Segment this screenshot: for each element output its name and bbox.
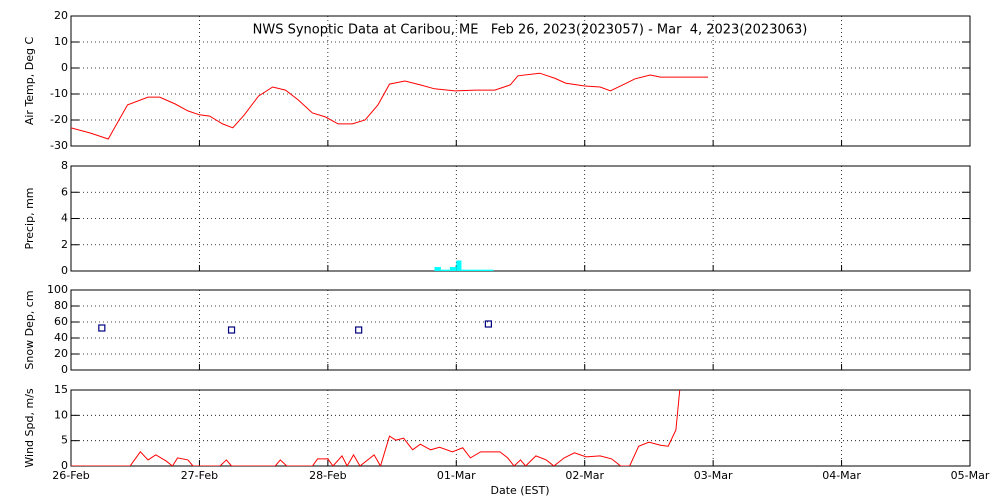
y-tick-label: -20 [50, 113, 68, 126]
y-tick-label: 10 [54, 35, 68, 48]
plot-frame [70, 389, 971, 467]
y-tick-label: 5 [61, 434, 68, 447]
plot-frame [70, 289, 971, 371]
y-tick-label: 8 [61, 159, 68, 172]
plot-frame [70, 15, 971, 147]
point [227, 326, 236, 334]
chart-title: NWS Synoptic Data at Caribou, ME Feb 26,… [253, 23, 808, 38]
y-tick-label: 0 [61, 264, 68, 277]
point [355, 326, 363, 334]
y-tick-label: -10 [50, 87, 68, 100]
y-tick-label: 4 [61, 212, 68, 225]
y-axis-label: Snow Dep, cm [23, 290, 36, 369]
point [484, 320, 492, 328]
bar [434, 267, 441, 271]
data-line [71, 72, 709, 140]
y-tick-label: 20 [54, 347, 68, 360]
plot-frame [70, 165, 971, 272]
y-tick-label: 10 [54, 408, 68, 421]
y-axis-label: Wind Spd, m/s [23, 388, 36, 468]
x-tick-label: 01-Mar [437, 469, 476, 482]
y-tick-label: 0 [61, 363, 68, 376]
bar [440, 269, 450, 271]
data-line [71, 390, 681, 466]
y-axis-label: Precip, mm [23, 188, 36, 250]
y-tick-label: 15 [54, 383, 68, 396]
y-tick-label: 20 [54, 9, 68, 22]
x-tick-label: 04-Mar [822, 469, 861, 482]
y-tick-label: -30 [50, 139, 68, 152]
y-tick-label: 40 [54, 331, 68, 344]
x-tick-label: 02-Mar [565, 469, 604, 482]
x-tick-label: 03-Mar [694, 469, 733, 482]
bar [456, 260, 462, 271]
y-tick-label: 60 [54, 315, 68, 328]
x-tick-label: 27-Feb [181, 469, 218, 482]
y-tick-label: 100 [47, 283, 68, 296]
point [98, 324, 106, 332]
y-tick-label: 0 [61, 459, 68, 472]
y-tick-label: 6 [61, 185, 68, 198]
y-tick-label: 80 [54, 299, 68, 312]
y-tick-label: 0 [61, 61, 68, 74]
bar [461, 269, 494, 271]
x-axis-label: Date (EST) [490, 484, 549, 497]
x-tick-label: 26-Feb [52, 469, 89, 482]
x-tick-label: 05-Mar [951, 469, 990, 482]
bar [449, 267, 457, 271]
y-axis-label: Air Temp, Deg C [23, 37, 36, 126]
x-tick-label: 28-Feb [309, 469, 346, 482]
y-tick-label: 2 [61, 238, 68, 251]
